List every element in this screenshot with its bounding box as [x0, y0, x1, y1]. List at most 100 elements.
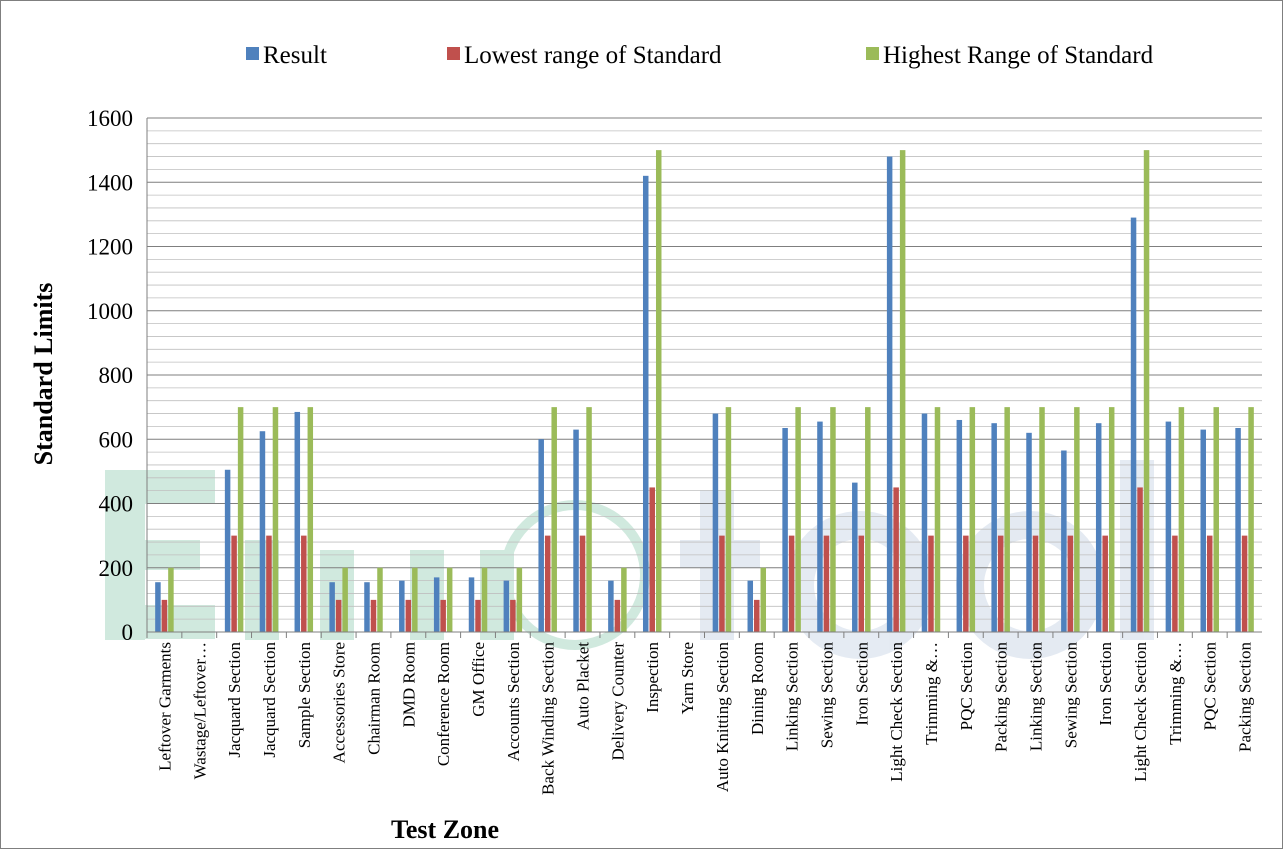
- bar-lowest-range-of-standard: [266, 535, 272, 632]
- bar-result: [259, 431, 266, 632]
- x-category-label: GM Office: [469, 642, 488, 717]
- x-category-labels: Leftover Garments Wastage/Leftover… Jacqua…: [155, 642, 1254, 795]
- bar-result: [155, 582, 161, 632]
- bar-highest-range-of-standard: [1039, 407, 1045, 632]
- bar-highest-range-of-standard: [586, 407, 592, 632]
- bar-result: [886, 156, 893, 633]
- bar-highest-range-of-standard: [377, 567, 383, 632]
- bar-highest-range-of-standard: [1178, 407, 1185, 632]
- bar-highest-range-of-standard: [412, 567, 418, 632]
- bar-result: [1026, 432, 1032, 632]
- bar-highest-range-of-standard: [1248, 407, 1254, 632]
- x-category-label: Yarn Store: [678, 642, 697, 714]
- x-category-label: Packing Section: [1236, 642, 1255, 753]
- bar-lowest-range-of-standard: [405, 599, 412, 632]
- axes: [146, 118, 1262, 638]
- bar-highest-range-of-standard: [865, 407, 871, 632]
- bar-result: [1235, 428, 1241, 632]
- bar-lowest-range-of-standard: [335, 599, 342, 632]
- bar-highest-range-of-standard: [481, 567, 488, 632]
- bar-highest-range-of-standard: [1004, 407, 1010, 632]
- x-category-label: Accessories Store: [330, 642, 349, 763]
- x-category-label: Chairman Room: [364, 642, 383, 755]
- bar-highest-range-of-standard: [1074, 407, 1080, 632]
- bar-result: [852, 482, 858, 632]
- bar-result: [538, 439, 544, 632]
- y-axis-title: Standard Limits: [29, 283, 58, 466]
- bar-lowest-range-of-standard: [579, 535, 586, 632]
- bar-result: [1095, 423, 1102, 632]
- x-category-label: PQC Section: [957, 642, 976, 731]
- bar-lowest-range-of-standard: [649, 487, 655, 632]
- legend-swatch: [447, 47, 460, 60]
- legend-swatch: [866, 47, 879, 60]
- bar-highest-range-of-standard: [934, 407, 941, 632]
- bar-highest-range-of-standard: [516, 567, 523, 632]
- x-category-label: Conference Room: [434, 642, 453, 766]
- bar-lowest-range-of-standard: [1032, 535, 1039, 632]
- x-category-label: Trimming &…: [922, 642, 941, 745]
- bar-result: [1165, 421, 1172, 632]
- bar-lowest-range-of-standard: [1172, 535, 1178, 632]
- bar-highest-range-of-standard: [551, 407, 557, 632]
- bar-lowest-range-of-standard: [510, 599, 516, 632]
- y-tick-label: 0: [122, 620, 134, 645]
- legend-label: Result: [263, 42, 327, 69]
- bar-lowest-range-of-standard: [893, 487, 899, 632]
- bar-highest-range-of-standard: [621, 567, 627, 632]
- x-category-label: DMD Room: [399, 642, 418, 727]
- bar-result: [294, 411, 301, 632]
- bar-result: [433, 577, 440, 632]
- bar-result: [399, 580, 405, 632]
- x-category-label: Sewing Section: [817, 642, 836, 749]
- bar-result: [642, 175, 649, 632]
- x-category-label: Inspection: [643, 642, 662, 713]
- gridlines: [147, 117, 1262, 633]
- bar-highest-range-of-standard: [795, 407, 801, 632]
- x-category-label: Dining Room: [748, 642, 767, 735]
- bar-lowest-range-of-standard: [1137, 487, 1143, 632]
- x-category-label: PQC Section: [1201, 642, 1220, 731]
- bar-lowest-range-of-standard: [301, 535, 307, 632]
- x-category-label: Accounts Section: [504, 642, 523, 762]
- bar-result: [364, 582, 370, 632]
- y-tick-label: 800: [99, 363, 134, 388]
- bar-result: [817, 421, 823, 632]
- bar-highest-range-of-standard: [899, 150, 906, 632]
- bar-lowest-range-of-standard: [440, 599, 446, 632]
- bar-result: [573, 429, 579, 632]
- bar-highest-range-of-standard: [969, 407, 976, 632]
- bar-result: [921, 413, 928, 632]
- x-category-label: Linking Section: [1027, 642, 1046, 752]
- x-category-label: Light Check Section: [1131, 642, 1150, 782]
- bar-highest-range-of-standard: [237, 407, 244, 632]
- bar-highest-range-of-standard: [1143, 150, 1150, 632]
- x-category-label: Jacquard Section: [260, 642, 279, 758]
- bars-group: [155, 150, 1254, 633]
- y-tick-label: 1400: [87, 170, 133, 195]
- y-tick-label: 1600: [87, 106, 133, 131]
- bar-result: [712, 413, 719, 632]
- bar-lowest-range-of-standard: [858, 535, 865, 632]
- bar-result: [503, 580, 510, 632]
- legend-label: Highest Range of Standard: [883, 42, 1154, 69]
- legend-swatch: [246, 47, 259, 60]
- legend-label: Lowest range of Standard: [464, 42, 722, 69]
- x-category-label: Leftover Garments: [155, 642, 174, 771]
- bar-lowest-range-of-standard: [788, 535, 795, 632]
- bar-lowest-range-of-standard: [544, 535, 551, 632]
- y-tick-label: 1000: [87, 299, 133, 324]
- x-category-label: Light Check Section: [887, 642, 906, 782]
- bar-highest-range-of-standard: [168, 567, 174, 632]
- bar-result: [782, 428, 788, 632]
- bar-lowest-range-of-standard: [1102, 535, 1108, 632]
- bar-lowest-range-of-standard: [161, 599, 168, 632]
- x-category-label: Auto Placket: [574, 642, 593, 731]
- bar-highest-range-of-standard: [830, 407, 836, 632]
- bar-lowest-range-of-standard: [231, 535, 237, 632]
- x-category-label: Wastage/Leftover…: [190, 642, 209, 779]
- bar-lowest-range-of-standard: [1241, 535, 1248, 632]
- bar-highest-range-of-standard: [446, 567, 453, 632]
- x-category-label: Packing Section: [992, 642, 1011, 753]
